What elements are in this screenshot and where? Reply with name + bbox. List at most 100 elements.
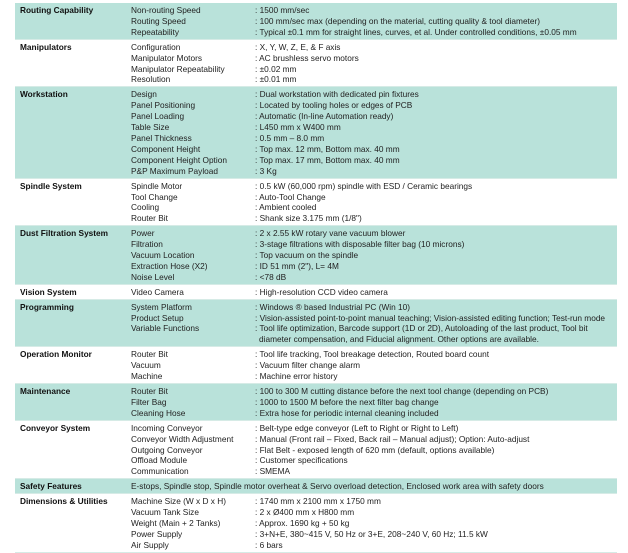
table-row: Component Height Option: Top max. 17 mm,…	[15, 155, 617, 166]
section-category: Manipulators	[20, 41, 72, 52]
spec-label: Air Supply	[131, 539, 169, 550]
table-row: Non-routing Speed : 1500 mm/sec	[15, 5, 617, 16]
table-row: Router Bit: Tool life tracking, Tool bre…	[15, 349, 617, 360]
spec-label: Weight (Main + 2 Tanks)	[131, 517, 221, 528]
spec-label: P&P Maximum Payload	[131, 165, 218, 176]
spec-label: Cooling	[131, 202, 160, 213]
table-row: Weight (Main + 2 Tanks) : Approx. 1690 kg…	[15, 518, 617, 529]
spec-label: Machine Size (W x D x H)	[131, 496, 226, 507]
spec-value: : 100 to 300 M cutting distance before t…	[255, 386, 549, 396]
spec-value: : Tool life optimization, Barcode suppor…	[255, 323, 588, 345]
section-category: Maintenance	[20, 386, 71, 396]
spec-label: Machine	[131, 371, 163, 382]
spec-value: : Auto-Tool Change	[255, 191, 326, 202]
spec-label: Noise Level	[131, 271, 175, 282]
spec-table: Routing Capability Non-routing Speed: 150…	[15, 3, 617, 553]
table-row: Product Setup: Vision-assisted point-to-…	[15, 313, 617, 324]
spec-value: : 0.5 kW (60,000 rpm) spindle with ESD /…	[255, 180, 473, 191]
table-row: Power Supply : 3+N+E, 380~415 V, 50 Hz or…	[15, 529, 617, 540]
spec-label: Filter Bag	[131, 396, 167, 407]
spec-value: : 1000 to 1500 M before the next filter …	[255, 396, 439, 407]
spec-value: : Dual workstation with dedicated pin fi…	[255, 89, 419, 100]
table-row: Component Height: Top max. 12 mm, Bottom…	[15, 144, 617, 155]
table-row: Cleaning Hose : Extra hose for periodic i…	[15, 408, 617, 419]
spec-value: : Approx. 1690 kg + 50 kg	[255, 517, 350, 528]
spec-value: : 3 Kg	[255, 165, 277, 176]
table-row: System Platform: Windows ® based Industr…	[15, 302, 617, 313]
spec-value: : Manual (Front rail – Fixed, Back rail …	[255, 433, 530, 444]
spec-section: Safety Features E-stops, Spindle stop, Sp…	[15, 479, 617, 495]
spec-label: Variable Functions	[131, 323, 200, 334]
spec-label: Power	[131, 228, 155, 239]
spec-value: : 3-stage filtrations with disposable fi…	[255, 239, 465, 250]
spec-label: Power Supply	[131, 528, 183, 539]
spec-section: Vision System Video Camera: High-resoluti…	[15, 285, 617, 300]
spec-label: Non-routing Speed	[131, 5, 201, 15]
spec-value: : High-resolution CCD video camera	[255, 286, 388, 297]
spec-value: : 6 bars	[255, 539, 283, 550]
table-row: Design: Dual workstation with dedicated …	[15, 89, 617, 100]
spec-label: Panel Loading	[131, 111, 185, 122]
spec-label: Manipulator Motors	[131, 52, 203, 63]
spec-value: : 100 mm/sec max (depending on the mater…	[255, 15, 541, 26]
spec-section: Maintenance Router Bit : 100 to 300 M cutt…	[15, 384, 617, 421]
section-category: Vision System	[20, 286, 77, 297]
spec-section: Programming System Platform: Windows ® ba…	[15, 299, 617, 348]
spec-value: : Typical ±0.1 mm for straight lines, cu…	[255, 26, 577, 37]
table-row: Panel Positioning: Located by tooling ho…	[15, 100, 617, 111]
spec-value: : Tool life tracking, Tool breakage dete…	[255, 349, 490, 360]
table-row: Air Supply : 6 bars	[15, 540, 617, 551]
table-row: Router Bit : 100 to 300 M cutting distanc…	[15, 386, 617, 397]
spec-value: : <78 dB	[255, 271, 287, 282]
spec-section: Dimensions & Utilities Machine Size (W x …	[15, 494, 617, 553]
spec-label: Table Size	[131, 122, 170, 133]
spec-section: Manipulators Configuration: X, Y, W, Z, E…	[15, 40, 617, 88]
spec-value: : Machine error history	[255, 371, 338, 382]
table-row: Conveyor Width Adjustment: Manual (Front…	[15, 434, 617, 445]
spec-section: Routing Capability Non-routing Speed: 150…	[15, 3, 617, 40]
table-row: Routing Speed : 100 mm/sec max (depending…	[15, 16, 617, 27]
spec-value: : Vacuum filter change alarm	[255, 360, 360, 371]
table-row: Cooling: Ambient cooled	[15, 202, 617, 213]
spec-value: : Customer specifications	[255, 455, 348, 466]
spec-value: : 3+N+E, 380~415 V, 50 Hz or 3+E, 208~24…	[255, 528, 488, 539]
table-row: Repeatability: Typical ±0.1 mm for strai…	[15, 27, 617, 38]
spec-value: : 1500 mm/sec	[255, 5, 310, 15]
spec-label: Router Bit	[131, 386, 168, 396]
spec-label: Vacuum Location	[131, 250, 195, 261]
table-row: Table Size : L450 mm x W400 mm	[15, 122, 617, 133]
spec-value: : Top max. 12 mm, Bottom max. 40 mm	[255, 143, 400, 154]
table-row: Filter Bag : 1000 to 1500 M before the ne…	[15, 397, 617, 408]
spec-value: : Shank size 3.175 mm (1/8")	[255, 213, 362, 224]
spec-label: Spindle Motor	[131, 180, 183, 191]
table-row: Communication: SMEMA	[15, 466, 617, 477]
spec-section: Spindle System Spindle Motor : 0.5 kW (60,…	[15, 179, 617, 227]
spec-value: : 1740 mm x 2100 mm x 1750 mm	[255, 496, 381, 507]
spec-label: Vacuum	[131, 360, 161, 371]
table-row: Panel Loading: Automatic (In-line Automa…	[15, 111, 617, 122]
spec-value: : Extra hose for periodic internal clean…	[255, 407, 439, 418]
spec-value: : ID 51 mm (2"), L= 4M	[255, 260, 339, 271]
table-row: Outgoing Conveyor: Flat Belt - exposed l…	[15, 445, 617, 456]
spec-value: : AC brushless servo motors	[255, 52, 359, 63]
spec-value: : Belt-type edge conveyor (Left to Right…	[255, 422, 459, 433]
spec-value: : Windows ® based Industrial PC (Win 10)	[255, 301, 411, 312]
spec-section: Conveyor System Incoming Conveyor: Belt-t…	[15, 421, 617, 480]
spec-value: : Located by tooling holes or edges of P…	[255, 100, 413, 111]
spec-section: Dust Filtration System Power: 2 x 2.55 kW…	[15, 226, 617, 285]
section-category: Safety Features	[20, 481, 82, 492]
spec-label: Routing Speed	[131, 15, 186, 26]
spec-value: : L450 mm x W400 mm	[255, 122, 341, 133]
table-row: Manipulator Motors : AC brushless servo m…	[15, 53, 617, 64]
section-category: Dimensions & Utilities	[20, 496, 108, 507]
table-row: Offload Module : Customer specifications	[15, 455, 617, 466]
spec-value: : Flat Belt - exposed length of 620 mm (…	[255, 444, 495, 455]
spec-label: Extraction Hose (X2)	[131, 260, 208, 271]
spec-label: Cleaning Hose	[131, 407, 186, 418]
section-category: Dust Filtration System	[20, 228, 109, 239]
spec-label: Offload Module	[131, 455, 188, 466]
section-category: Spindle System	[20, 180, 82, 191]
spec-value: : SMEMA	[255, 466, 291, 477]
section-category: Conveyor System	[20, 422, 91, 433]
table-row: Incoming Conveyor: Belt-type edge convey…	[15, 423, 617, 434]
